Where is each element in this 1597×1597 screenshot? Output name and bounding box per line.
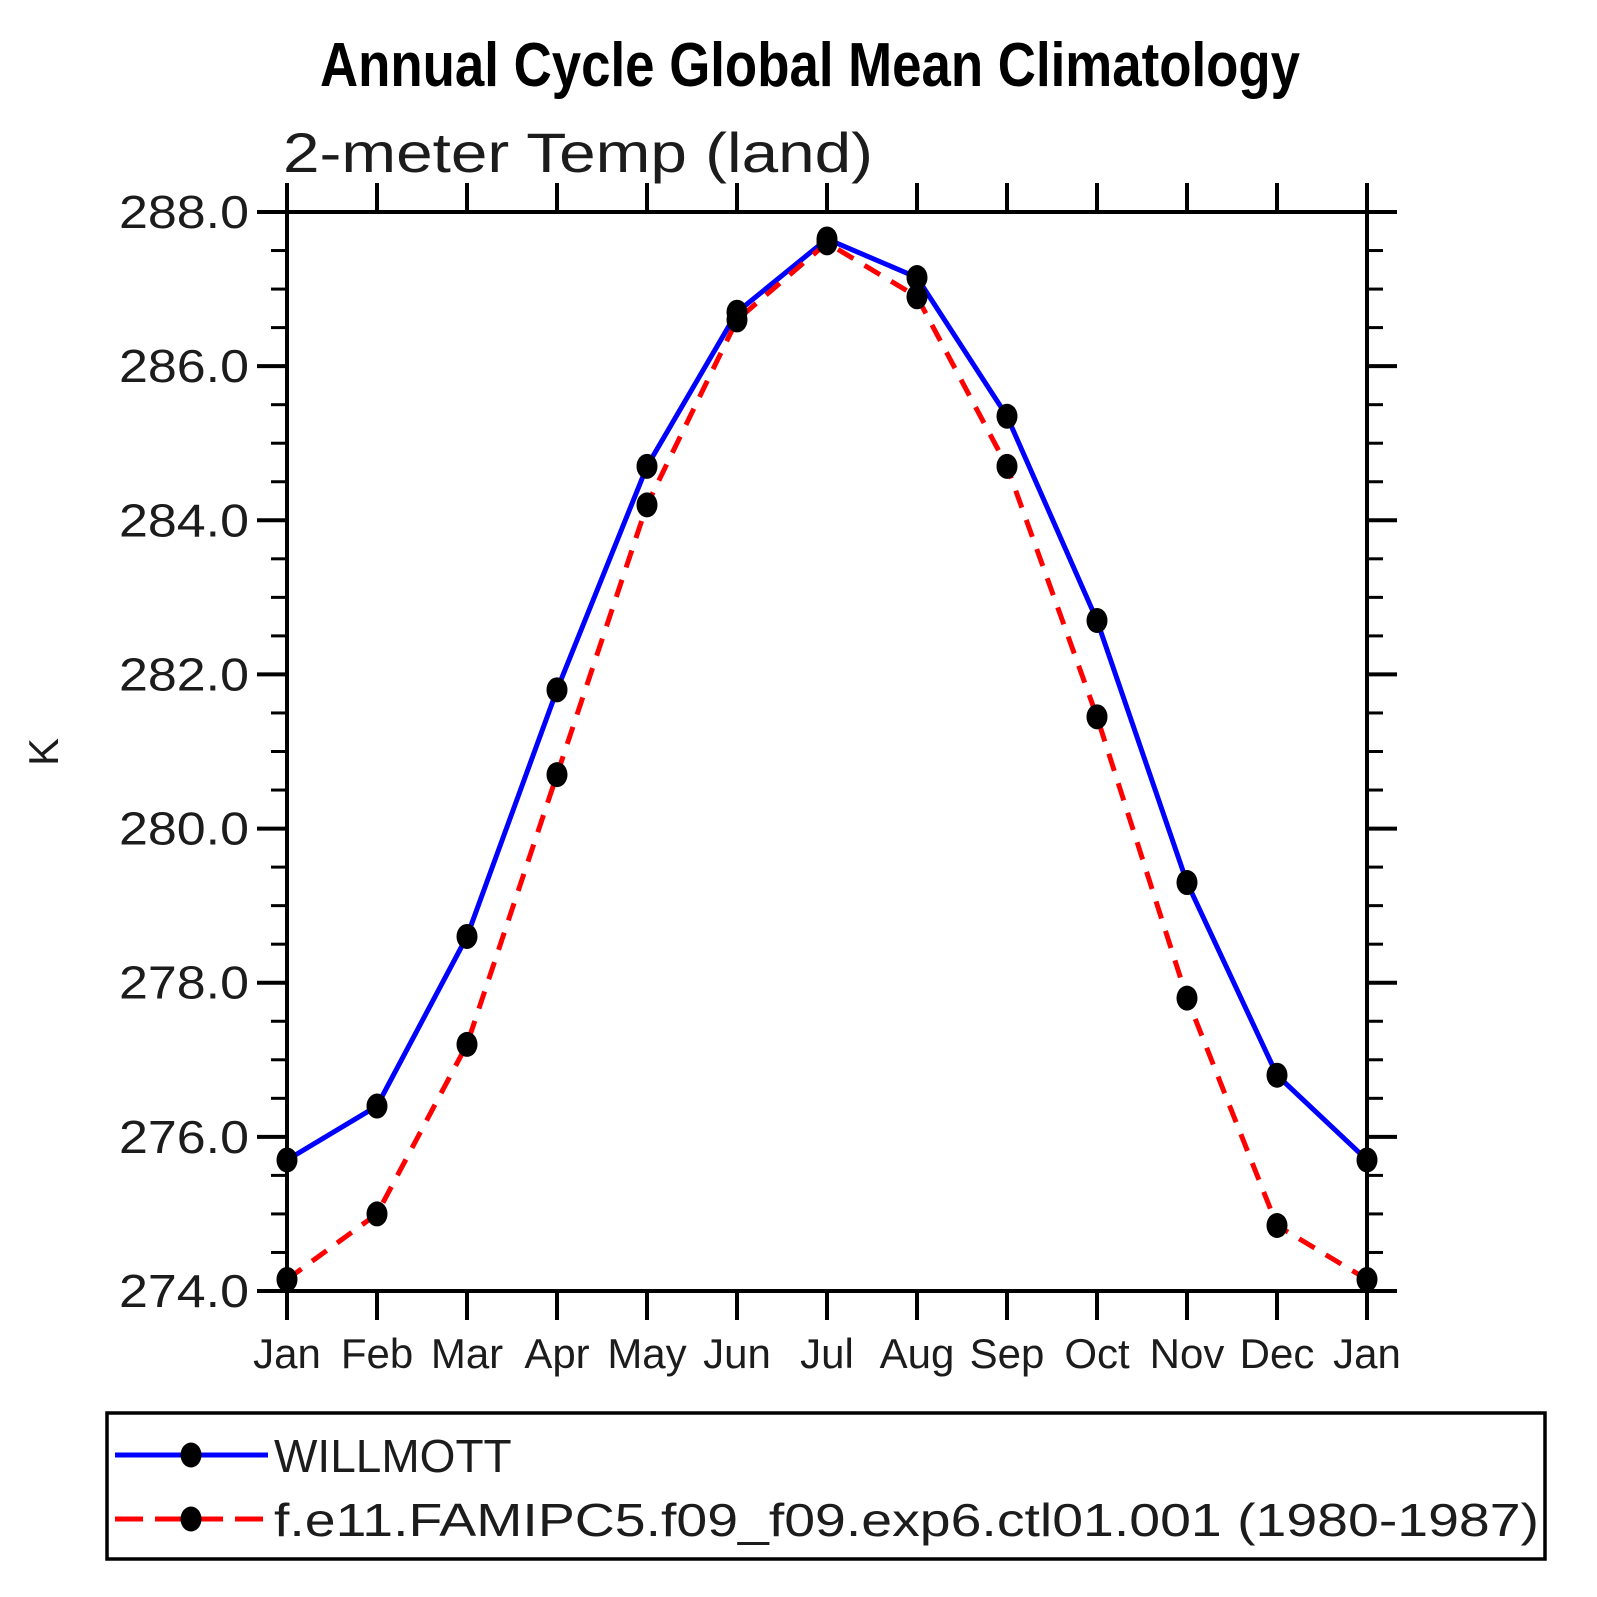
x-tick-label: Jan [253, 1330, 321, 1377]
data-point-marker [1086, 704, 1108, 730]
data-point-marker [1086, 607, 1108, 633]
x-tick-label: Nov [1150, 1330, 1225, 1377]
data-point-marker [276, 1147, 298, 1173]
x-tick-label: May [607, 1330, 686, 1377]
plot-border [285, 210, 1369, 1293]
data-point-marker [456, 1031, 478, 1057]
y-tick-labels: 274.0 276.0 278.0 280.0 282.0 284.0 286.0 288.0 [119, 186, 249, 1317]
data-point-marker [906, 265, 928, 291]
data-point-marker [546, 762, 568, 788]
x-tick-label: Jul [800, 1330, 854, 1377]
data-point-marker [546, 677, 568, 703]
y-tick-label: 286.0 [119, 340, 249, 392]
y-tick-label: 288.0 [119, 186, 249, 238]
data-point-marker [1266, 1212, 1288, 1238]
x-tick-label: Jan [1333, 1330, 1401, 1377]
y-tick-label: 276.0 [119, 1111, 249, 1163]
y-axis-ticks [257, 210, 1397, 1293]
data-point-marker [366, 1093, 388, 1119]
data-point-marker [276, 1266, 298, 1292]
legend-marker-model [180, 1506, 202, 1532]
data-point-marker [1266, 1062, 1288, 1088]
chart-subtitle: 2-meter Temp (land) [283, 121, 873, 184]
data-point-marker [456, 923, 478, 949]
data-point-marker [906, 284, 928, 310]
y-tick-label: 282.0 [119, 648, 249, 700]
data-point-marker [1176, 985, 1198, 1011]
data-point-marker [1176, 870, 1198, 896]
x-axis-ticks [285, 183, 1369, 1320]
data-point-marker [726, 307, 748, 333]
y-tick-label: 280.0 [119, 803, 249, 855]
x-tick-label: Oct [1064, 1330, 1130, 1377]
data-point-marker [1356, 1147, 1378, 1173]
data-point-marker [816, 230, 838, 256]
data-point-marker [636, 492, 658, 518]
x-tick-label: Aug [880, 1330, 955, 1377]
x-tick-label: Jun [703, 1330, 771, 1377]
y-axis-label: K [20, 738, 67, 766]
series-line-1 [285, 239, 1369, 1282]
x-tick-label: Mar [431, 1330, 503, 1377]
data-point-marker [636, 453, 658, 479]
x-tick-label: Feb [341, 1330, 413, 1377]
data-point-marker [1356, 1266, 1378, 1292]
y-tick-label: 284.0 [119, 494, 249, 546]
data-point-marker [996, 453, 1018, 479]
plot-axes [285, 210, 1369, 1293]
x-tick-label: Sep [970, 1330, 1045, 1377]
y-tick-label: 274.0 [119, 1265, 249, 1317]
series-lines [285, 236, 1369, 1282]
data-point-marker [996, 403, 1018, 429]
legend-label-model: f.e11.FAMIPC5.f09_f09.exp6.ctl01.001 (19… [274, 1494, 1539, 1546]
chart-title: Annual Cycle Global Mean Climatology [320, 31, 1300, 100]
x-tick-labels: Jan Feb Mar Apr May Jun Jul Aug Sep Oct Nov Dec Jan [253, 1330, 1401, 1377]
data-point-marker [366, 1201, 388, 1227]
legend-box [105, 1411, 1547, 1561]
x-tick-label: Apr [524, 1330, 589, 1377]
y-tick-label: 278.0 [119, 957, 249, 1009]
series-line-0 [285, 236, 1369, 1163]
x-tick-label: Dec [1240, 1330, 1315, 1377]
legend-marker-willmott [180, 1442, 202, 1468]
data-point-markers [276, 226, 1378, 1292]
legend: WILLMOTT f.e11.FAMIPC5.f09_f09.exp6.ctl0… [105, 1411, 1547, 1561]
legend-label-willmott: WILLMOTT [274, 1430, 512, 1482]
